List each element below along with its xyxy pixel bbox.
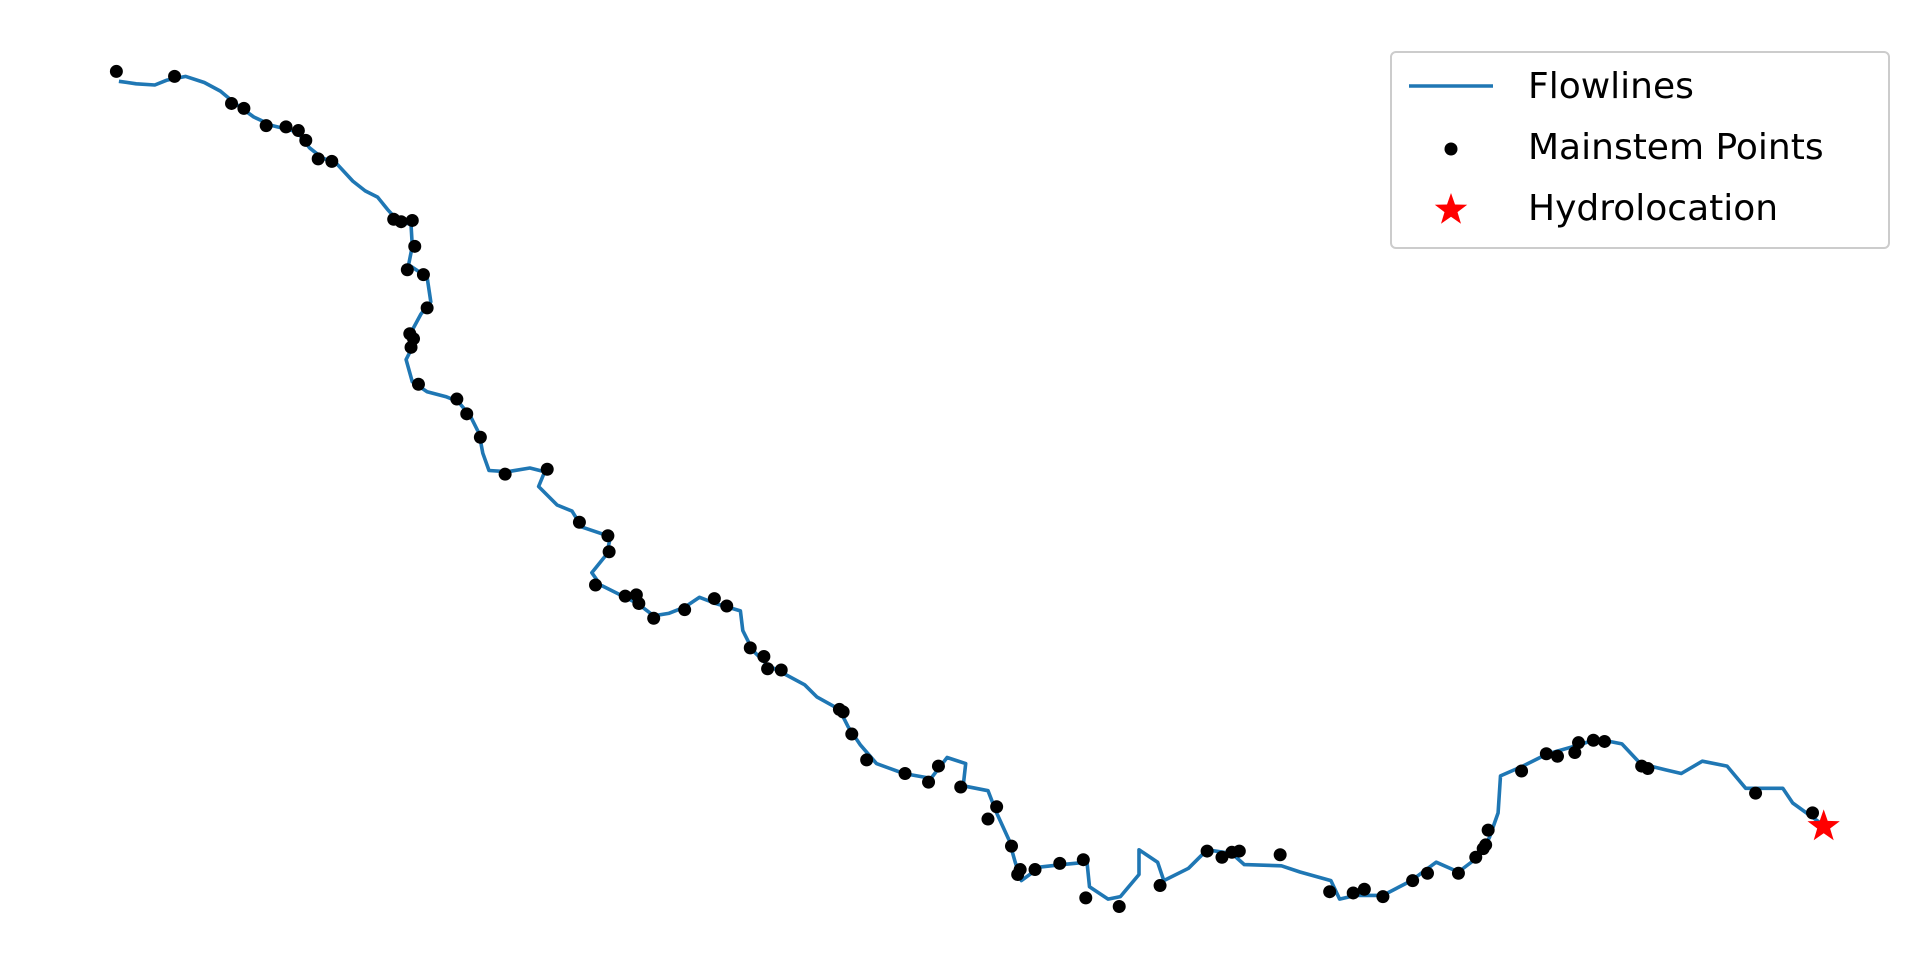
point (1273, 848, 1287, 862)
point (1215, 850, 1229, 864)
point (860, 753, 874, 767)
point (394, 215, 408, 229)
point (707, 592, 721, 606)
point (400, 263, 414, 277)
point (408, 239, 422, 253)
point (981, 812, 995, 826)
point (450, 392, 464, 406)
point (1076, 853, 1090, 867)
point (1200, 844, 1214, 858)
legend-label: Flowlines (1528, 66, 1694, 107)
point (1053, 856, 1067, 870)
legend-label: Mainstem Points (1528, 127, 1824, 168)
point (291, 124, 305, 138)
point (1568, 746, 1582, 760)
point (922, 775, 936, 789)
point (761, 662, 775, 676)
point (1481, 823, 1495, 837)
point (572, 515, 586, 529)
legend-swatch (1434, 193, 1468, 224)
point (931, 759, 945, 773)
point (1469, 850, 1483, 864)
point (757, 649, 771, 663)
point (1749, 786, 1763, 800)
point (1586, 733, 1600, 747)
point (1153, 879, 1167, 893)
point (404, 340, 418, 354)
point (540, 462, 554, 476)
point (845, 727, 859, 741)
point (1539, 747, 1553, 761)
point (411, 377, 425, 391)
legend-swatch (1444, 142, 1458, 156)
point (1323, 885, 1337, 899)
point (259, 119, 273, 133)
point (1004, 839, 1018, 853)
point (720, 599, 734, 613)
point (299, 133, 313, 147)
legend: Flowlines Mainstem Points Hydrolocation (1390, 51, 1890, 249)
point (1112, 899, 1126, 913)
point (1420, 866, 1434, 880)
point (1550, 749, 1564, 763)
point (416, 268, 430, 282)
point (109, 64, 123, 78)
point (498, 467, 512, 481)
point (589, 578, 603, 592)
point (168, 69, 182, 83)
point (1572, 736, 1586, 750)
point (1079, 891, 1093, 905)
point (836, 705, 850, 719)
point (678, 603, 692, 617)
point (1357, 882, 1371, 896)
star-marker (1807, 809, 1840, 841)
point (1028, 863, 1042, 877)
point (1806, 806, 1820, 820)
point (225, 96, 239, 110)
legend-label: Hydrolocation (1528, 188, 1778, 229)
point (647, 611, 661, 625)
point (601, 529, 615, 543)
point (405, 213, 419, 227)
legend-box (1390, 51, 1890, 249)
point (420, 301, 434, 315)
point (954, 780, 968, 794)
point (1346, 886, 1360, 900)
point (1641, 762, 1655, 776)
point (1515, 764, 1529, 778)
point (990, 800, 1004, 814)
point (473, 430, 487, 444)
point (1376, 890, 1390, 904)
point (1479, 838, 1493, 852)
point (460, 407, 474, 421)
point (311, 152, 325, 166)
point (279, 120, 293, 134)
point (325, 154, 339, 168)
point (632, 597, 646, 611)
point (237, 101, 251, 115)
point (1011, 867, 1025, 881)
point (898, 766, 912, 780)
point (1406, 874, 1420, 888)
point (602, 545, 616, 559)
point (743, 641, 757, 655)
point (1232, 844, 1246, 858)
point (618, 589, 632, 603)
point (774, 663, 788, 677)
point (1451, 866, 1465, 880)
point (1598, 734, 1612, 748)
